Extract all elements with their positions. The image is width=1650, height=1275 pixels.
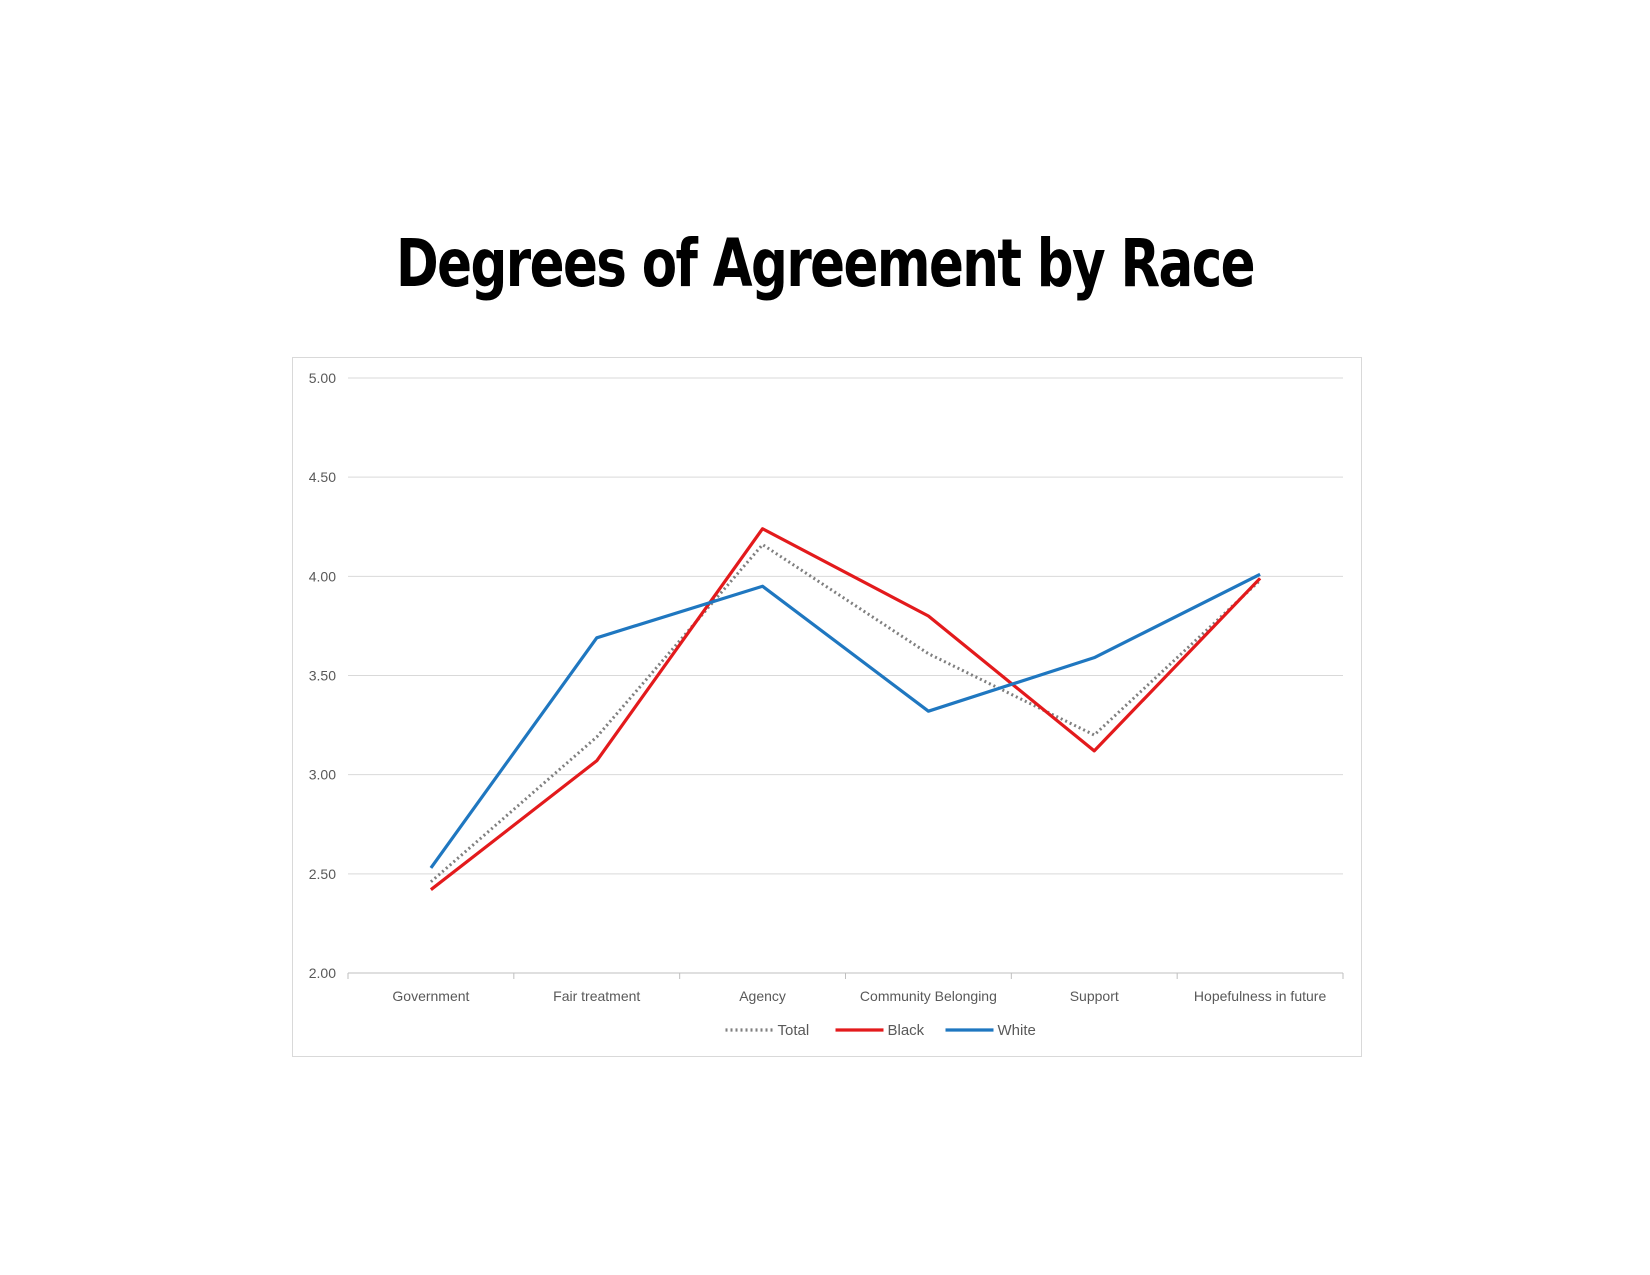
y-tick-label: 3.00 [309, 767, 336, 783]
legend: Total Black White [725, 1022, 1036, 1039]
y-tick-label: 4.50 [309, 469, 336, 485]
legend-label-white: White [998, 1022, 1036, 1039]
y-tick-label: 2.00 [309, 965, 336, 981]
legend-label-total: Total [778, 1022, 810, 1039]
series-lines [429, 527, 1262, 891]
x-tick-label: Fair treatment [553, 988, 640, 1004]
chart-frame: 2.00 2.50 3.00 3.50 4.00 4.50 5.00 Government F… [292, 357, 1362, 1057]
x-axis-ticks: Government Fair treatment Agency Community … [347, 973, 1344, 1004]
x-tick-label: Hopefulness in future [1194, 988, 1327, 1004]
line-chart: 2.00 2.50 3.00 3.50 4.00 4.50 5.00 Government F… [309, 370, 1344, 1039]
x-tick-label: Support [1070, 988, 1119, 1004]
x-tick-label: Government [392, 988, 469, 1004]
x-tick-label: Agency [739, 988, 786, 1004]
y-tick-label: 2.50 [309, 866, 336, 882]
y-tick-label: 5.00 [309, 370, 336, 386]
series-line-black [429, 527, 1262, 891]
series-line-total [429, 543, 1262, 883]
series-line-white [429, 572, 1261, 869]
y-tick-label: 3.50 [309, 668, 336, 684]
x-tick-label: Community Belonging [860, 988, 997, 1004]
y-tick-label: 4.00 [309, 568, 336, 584]
gridlines [348, 377, 1343, 974]
y-axis-ticks: 2.00 2.50 3.00 3.50 4.00 4.50 5.00 [309, 370, 336, 981]
legend-label-black: Black [888, 1022, 925, 1039]
page-title: Degrees of Agreement by Race [395, 225, 1256, 302]
